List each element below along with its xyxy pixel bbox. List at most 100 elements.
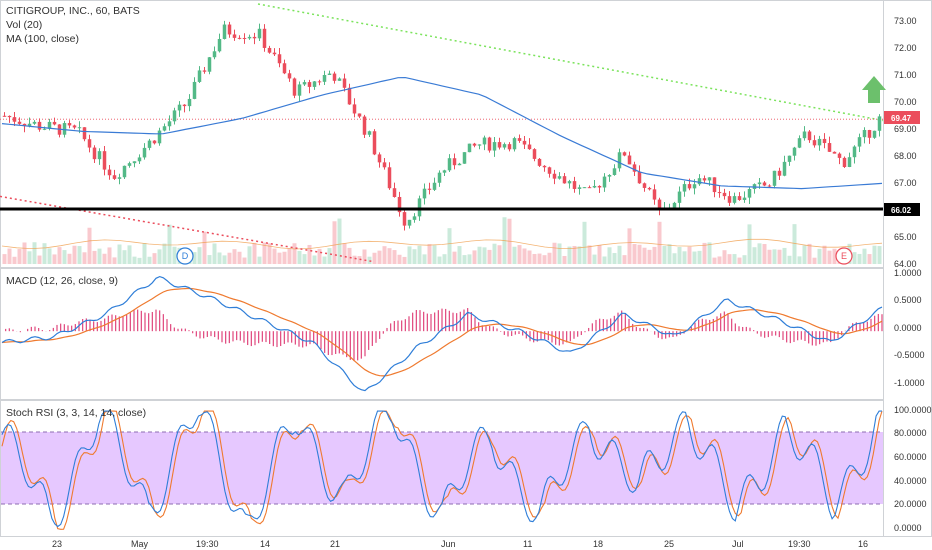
candle-body[interactable] [417, 198, 422, 217]
candle-body[interactable] [167, 121, 172, 127]
candle-body[interactable] [377, 154, 382, 163]
candle-body[interactable] [527, 144, 532, 150]
candle-body[interactable] [842, 157, 847, 167]
candle-body[interactable] [477, 144, 482, 146]
candle-body[interactable] [622, 152, 627, 156]
candle-body[interactable] [42, 128, 47, 130]
candle-body[interactable] [272, 52, 277, 55]
candle-body[interactable] [562, 176, 567, 184]
macd-pane[interactable] [0, 268, 884, 400]
candle-body[interactable] [847, 157, 852, 167]
candle-body[interactable] [507, 144, 512, 150]
candle-body[interactable] [542, 165, 547, 168]
candle-body[interactable] [817, 138, 822, 146]
candle-body[interactable] [827, 143, 832, 152]
candle-body[interactable] [82, 127, 87, 140]
candle-body[interactable] [107, 169, 112, 176]
candle-body[interactable] [807, 131, 812, 141]
candle-body[interactable] [212, 51, 217, 58]
candle-body[interactable] [497, 142, 502, 148]
candle-body[interactable] [67, 123, 72, 126]
candle-body[interactable] [597, 185, 602, 188]
candle-body[interactable] [702, 178, 707, 181]
candle-body[interactable] [647, 187, 652, 190]
candle-body[interactable] [287, 73, 292, 79]
candle-body[interactable] [627, 155, 632, 165]
candle-body[interactable] [187, 98, 192, 107]
candle-body[interactable] [502, 144, 507, 148]
candle-body[interactable] [177, 104, 182, 111]
candle-body[interactable] [172, 110, 177, 122]
candle-body[interactable] [22, 123, 27, 127]
candle-body[interactable] [767, 185, 772, 187]
candle-body[interactable] [747, 189, 752, 198]
candle-body[interactable] [87, 139, 92, 148]
price-axis[interactable]: 73.00 72.00 71.00 70.00 69.00 68.00 67.0… [894, 16, 917, 269]
candle-body[interactable] [577, 187, 582, 189]
candle-body[interactable] [132, 161, 137, 164]
candle-body[interactable] [837, 153, 842, 158]
candle-body[interactable] [307, 82, 312, 87]
candle-body[interactable] [197, 70, 202, 82]
candle-body[interactable] [62, 123, 67, 135]
candle-body[interactable] [392, 188, 397, 197]
candle-body[interactable] [442, 170, 447, 173]
candle-body[interactable] [727, 196, 732, 203]
candle-body[interactable] [332, 73, 337, 81]
candle-body[interactable] [182, 104, 187, 107]
stoch-axis[interactable]: 100.0000 80.0000 60.0000 40.0000 20.0000… [894, 405, 932, 533]
candle-body[interactable] [867, 130, 872, 138]
candle-body[interactable] [812, 140, 817, 146]
candle-body[interactable] [462, 152, 467, 164]
candle-body[interactable] [487, 137, 492, 151]
candle-body[interactable] [457, 163, 462, 166]
candle-body[interactable] [257, 28, 262, 39]
candle-body[interactable] [472, 143, 477, 146]
candle-body[interactable] [707, 177, 712, 181]
candle-body[interactable] [762, 182, 767, 186]
candle-body[interactable] [682, 184, 687, 192]
candle-body[interactable] [247, 36, 252, 39]
candle-body[interactable] [152, 140, 157, 144]
candle-body[interactable] [282, 63, 287, 74]
candle-body[interactable] [317, 81, 322, 83]
candle-body[interactable] [312, 81, 317, 87]
candle-body[interactable] [357, 113, 362, 117]
candle-body[interactable] [297, 84, 302, 96]
candle-body[interactable] [217, 38, 222, 52]
candle-body[interactable] [877, 116, 882, 131]
candle-body[interactable] [432, 182, 437, 190]
candle-body[interactable] [362, 116, 367, 135]
candle-body[interactable] [742, 197, 747, 200]
candle-body[interactable] [97, 151, 102, 160]
candle-body[interactable] [782, 161, 787, 176]
candle-body[interactable] [192, 81, 197, 99]
candle-body[interactable] [12, 117, 17, 122]
candle-body[interactable] [822, 138, 827, 144]
candle-body[interactable] [512, 138, 517, 150]
candle-body[interactable] [397, 196, 402, 213]
candle-body[interactable] [777, 170, 782, 176]
candle-body[interactable] [532, 149, 537, 159]
candle-body[interactable] [77, 127, 82, 129]
candle-body[interactable] [352, 104, 357, 114]
candle-body[interactable] [447, 158, 452, 171]
candle-body[interactable] [407, 219, 412, 226]
candle-body[interactable] [292, 78, 297, 96]
candle-body[interactable] [692, 184, 697, 189]
candle-body[interactable] [337, 78, 342, 81]
candle-body[interactable] [607, 174, 612, 177]
candle-body[interactable] [157, 130, 162, 144]
candle-body[interactable] [567, 181, 572, 184]
candle-body[interactable] [267, 47, 272, 53]
candle-body[interactable] [137, 157, 142, 162]
candle-body[interactable] [402, 212, 407, 226]
candle-body[interactable] [2, 115, 7, 117]
dividend-badge[interactable]: D [176, 247, 194, 265]
candle-body[interactable] [367, 131, 372, 135]
candle-body[interactable] [412, 216, 417, 220]
candle-body[interactable] [147, 140, 152, 148]
candle-body[interactable] [557, 176, 562, 179]
candle-body[interactable] [227, 24, 232, 35]
